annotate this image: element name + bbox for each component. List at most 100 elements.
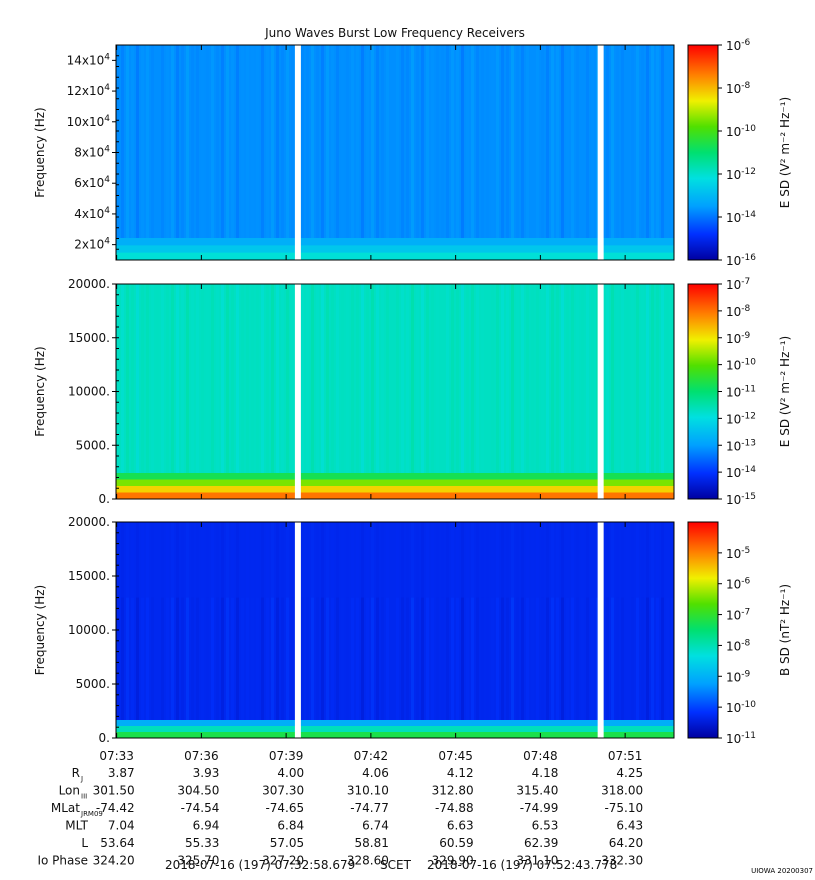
texture-strip [416, 284, 419, 499]
texture-strip [291, 522, 294, 738]
spectrogram-field [116, 284, 674, 499]
texture-strip [351, 284, 354, 499]
colorbar-label: E SD (V² m⁻² Hz⁻¹) [778, 336, 792, 447]
ephemeris-value: 6.84 [277, 819, 304, 833]
ephemeris-value: 332.30 [601, 854, 643, 868]
texture-strip [436, 522, 439, 738]
texture-strip [496, 45, 499, 260]
texture-strip [576, 45, 579, 260]
texture-strip [621, 284, 624, 499]
texture-strip [531, 522, 534, 738]
texture-strip [336, 284, 339, 499]
texture-strip [386, 522, 389, 738]
texture-strip [571, 45, 574, 260]
ephemeris-value: 329.90 [432, 854, 474, 868]
texture-strip [126, 284, 129, 499]
texture-strip [171, 284, 174, 499]
texture-strip [291, 45, 294, 260]
texture-strip [236, 45, 239, 260]
texture-strip [381, 522, 384, 738]
texture-strip [291, 284, 294, 499]
texture-strip [191, 45, 194, 260]
texture-strip [511, 284, 514, 499]
texture-strip [256, 522, 259, 738]
texture-strip [441, 284, 444, 499]
texture-strip [221, 45, 224, 260]
texture-strip [406, 522, 409, 738]
texture-strip [426, 522, 429, 738]
spectrogram-panel-1: 2x104 4x104 6x104 8x104 10x104 12x104 14x104 Fr… [33, 38, 792, 268]
colorbar-tick-label: 10-8 [726, 304, 751, 319]
ephemeris-value: 60.59 [439, 836, 473, 850]
texture-strip [386, 284, 389, 499]
ephemeris-value: 6.43 [616, 819, 643, 833]
texture-strip [356, 284, 359, 499]
texture-strip [621, 45, 624, 260]
texture-strip [126, 45, 129, 260]
texture-strip [221, 522, 224, 738]
texture-strip [466, 522, 469, 738]
texture-strip [671, 45, 674, 260]
texture-strip [266, 284, 269, 499]
texture-strip [331, 522, 334, 738]
texture-strip [566, 284, 569, 499]
ephemeris-value: 6.74 [362, 819, 389, 833]
texture-strip [136, 45, 139, 260]
ephemeris-value: 331.10 [516, 854, 558, 868]
texture-strip [171, 522, 174, 738]
footer-end-time: 2018-07-16 (197) 07:52:43.778 [427, 858, 617, 872]
texture-strip [586, 284, 589, 499]
texture-strip [626, 45, 629, 260]
time-tick-label: 07:39 [269, 749, 304, 763]
texture-strip [551, 522, 554, 738]
texture-strip [491, 522, 494, 738]
ephemeris-row-label: R [72, 766, 80, 780]
texture-strip [156, 45, 159, 260]
texture-strip [156, 284, 159, 499]
texture-strip [471, 45, 474, 260]
texture-strip [281, 522, 284, 738]
texture-strip [231, 522, 234, 738]
colorbar-tick-label: 10-9 [726, 669, 751, 684]
texture-strip [316, 522, 319, 738]
texture-strip [536, 45, 539, 260]
texture-strip [306, 284, 309, 499]
texture-strip [656, 522, 659, 738]
texture-strip [186, 45, 189, 260]
ephemeris-value: 64.20 [609, 836, 643, 850]
colorbar-tick-label: 10-15 [726, 492, 756, 507]
colorbar-tick-label: 10-12 [726, 167, 756, 182]
texture-strip [586, 45, 589, 260]
texture-strip [651, 522, 654, 738]
texture-strip [331, 284, 334, 499]
texture-strip [581, 284, 584, 499]
colorbar-tick-label: 10-14 [726, 465, 756, 480]
texture-strip [631, 45, 634, 260]
texture-strip [341, 284, 344, 499]
texture-strip [221, 284, 224, 499]
y-tick-label: 0. [99, 731, 110, 745]
y-tick-label: 20000. [68, 515, 110, 529]
texture-strip [606, 45, 609, 260]
ephemeris-value: 325.70 [177, 854, 219, 868]
texture-strip [541, 45, 544, 260]
texture-strip [341, 45, 344, 260]
texture-strip [396, 284, 399, 499]
texture-strip [611, 284, 614, 499]
texture-strip [621, 522, 624, 738]
texture-strip [161, 284, 164, 499]
texture-strip [661, 45, 664, 260]
ephemeris-value: 53.64 [100, 836, 134, 850]
low-frequency-band [116, 720, 674, 738]
texture-strip [596, 45, 599, 260]
band-layer [116, 732, 674, 738]
colorbar-tick-label: 10-8 [726, 638, 751, 653]
time-tick-label: 07:33 [99, 749, 134, 763]
texture-strip [456, 522, 459, 738]
texture-strip [271, 522, 274, 738]
spectrogram-texture [116, 45, 674, 260]
texture-strip [466, 45, 469, 260]
texture-strip [411, 284, 414, 499]
texture-strip [616, 45, 619, 260]
y-axis: 0. 5000. 10000. 15000. 20000. Frequency (Hz) [33, 515, 119, 745]
